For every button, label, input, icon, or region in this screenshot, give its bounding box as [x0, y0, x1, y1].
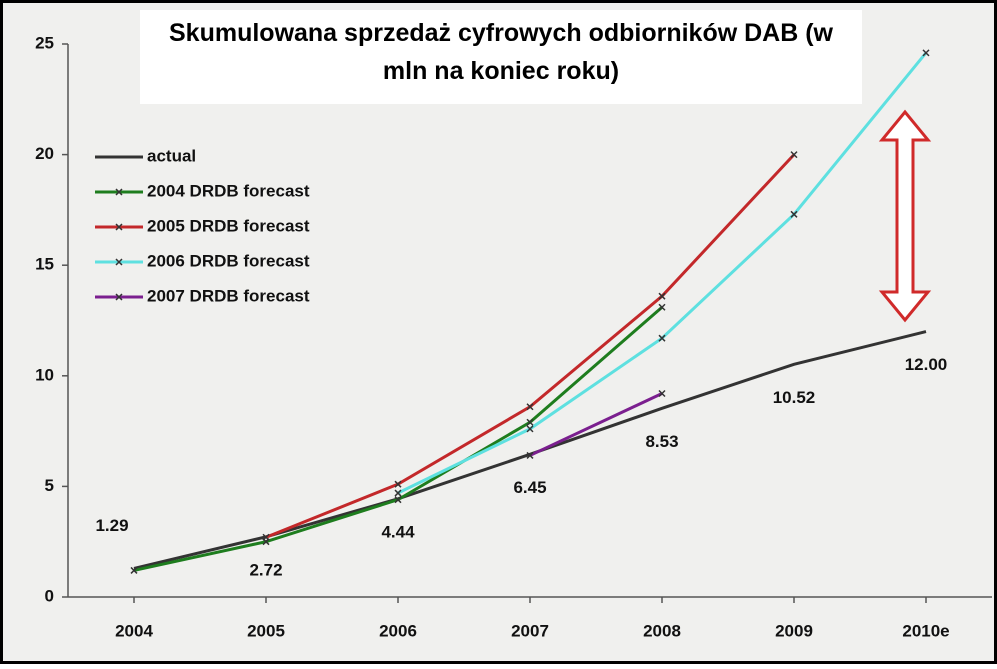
- x-tick-label: 2007: [511, 621, 549, 640]
- marker: [790, 210, 798, 218]
- marker: [658, 292, 666, 300]
- legend-marker: [115, 293, 123, 301]
- marker: [526, 425, 534, 433]
- marker: [790, 151, 798, 159]
- legend-marker: [115, 258, 123, 266]
- legend-label: 2007 DRDB forecast: [147, 286, 310, 305]
- chart-title: Skumulowana sprzedaż cyfrowych odbiornik…: [169, 19, 833, 85]
- marker: [658, 334, 666, 342]
- x-tick-label: 2010e: [902, 621, 949, 640]
- double-arrow: [878, 109, 932, 323]
- legend-marker: [115, 188, 123, 196]
- marker: [394, 480, 402, 488]
- marker: [130, 566, 138, 574]
- marker: [394, 489, 402, 497]
- marker: [922, 49, 930, 57]
- y-tick-label: 10: [35, 365, 54, 384]
- y-tick-label: 0: [45, 586, 54, 605]
- series-line: [529, 392, 663, 457]
- legend-label: actual: [147, 146, 196, 165]
- title-wrap: Skumulowana sprzedaż cyfrowych odbiornik…: [169, 19, 833, 85]
- data-label: 6.45: [513, 478, 546, 497]
- title-box: [140, 10, 862, 104]
- marker: [526, 403, 534, 411]
- x-tick-label: 2006: [379, 621, 417, 640]
- y-tick-label: 15: [35, 255, 54, 274]
- data-label: 1.29: [95, 516, 128, 535]
- data-label: 10.52: [773, 388, 816, 407]
- x-tick-label: 2009: [775, 621, 813, 640]
- x-tick-label: 2008: [643, 621, 681, 640]
- y-tick-label: 20: [35, 144, 54, 163]
- marker: [658, 389, 666, 398]
- legend-label: 2004 DRDB forecast: [147, 181, 310, 200]
- y-tick-label: 25: [35, 33, 54, 52]
- data-label: 12.00: [905, 355, 948, 374]
- legend-marker: [115, 223, 123, 231]
- data-label: 4.44: [381, 522, 415, 541]
- legend-label: 2006 DRDB forecast: [147, 251, 310, 270]
- data-label: 2.72: [249, 560, 282, 579]
- marker: [262, 533, 270, 541]
- marker: [658, 303, 666, 311]
- legend-label: 2005 DRDB forecast: [147, 216, 310, 235]
- data-label: 8.53: [645, 432, 678, 451]
- x-tick-label: 2005: [247, 621, 285, 640]
- marker: [526, 451, 534, 459]
- plot: 0 5 10 15 20 25 2004 2005 2006 2007 2008 2009 2010e 1…: [35, 33, 992, 640]
- y-tick-label: 5: [45, 476, 54, 495]
- x-tick-label: 2004: [115, 621, 153, 640]
- marker: [526, 418, 534, 426]
- marker: [394, 496, 402, 504]
